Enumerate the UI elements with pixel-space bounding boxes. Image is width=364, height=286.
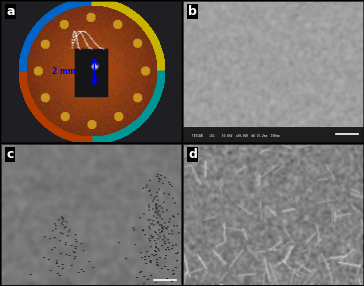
Text: c: c [6, 148, 13, 161]
Text: 2 mm: 2 mm [52, 67, 76, 76]
Text: TESCAN    LEI    10.0kV  x30,000  WD 15.2mm  100nm: TESCAN LEI 10.0kV x30,000 WD 15.2mm 100n… [192, 134, 279, 138]
Text: b: b [188, 5, 197, 18]
Text: d: d [188, 148, 197, 161]
Text: a: a [6, 5, 15, 18]
